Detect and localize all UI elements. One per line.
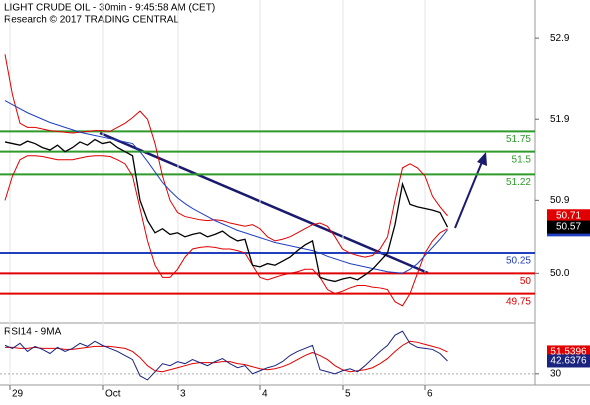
series-line <box>4 138 449 283</box>
y-tick-label: 30 <box>550 368 562 379</box>
arrow-head <box>477 152 487 166</box>
last-value-label: 50.57 <box>556 222 581 233</box>
last-value-box <box>547 220 590 234</box>
y-tick-label: 52.9 <box>550 33 570 44</box>
last-value-label: 50.71 <box>556 210 581 221</box>
series-line <box>4 54 448 258</box>
last-value-label: 51.5396 <box>550 347 587 358</box>
x-tick-label: Oct <box>105 389 121 400</box>
x-tick-label: 5 <box>345 389 351 400</box>
last-value-box <box>547 354 590 368</box>
y-tick-label: 50.9 <box>550 195 570 206</box>
level-label: 49.75 <box>506 296 531 307</box>
panel-title: RSI14 - 9MA <box>4 327 62 338</box>
y-tick-label: 51.9 <box>550 114 570 125</box>
level-label: 51.5 <box>512 154 532 165</box>
last-value-label: 42.6376 <box>550 356 587 367</box>
level-label: 50 <box>520 276 532 287</box>
level-label: 51.22 <box>506 177 531 188</box>
y-tick-label: 50.0 <box>550 268 570 279</box>
x-tick-label: 6 <box>427 389 433 400</box>
x-tick-label: 4 <box>262 389 268 400</box>
arrow <box>454 161 483 229</box>
level-label: 51.75 <box>506 134 531 145</box>
x-tick-label: 29 <box>12 389 24 400</box>
chart-subtitle: Research © 2017 TRADING CENTRAL <box>4 15 179 26</box>
chart-title: LIGHT CRUDE OIL - 30min - 9:45:58 AM (CE… <box>4 3 215 14</box>
series-line <box>4 330 448 381</box>
x-tick-label: 3 <box>180 389 186 400</box>
trend-line <box>99 131 429 275</box>
last-value-box <box>547 209 590 223</box>
level-label: 50.25 <box>506 256 531 267</box>
series-line <box>4 155 448 307</box>
